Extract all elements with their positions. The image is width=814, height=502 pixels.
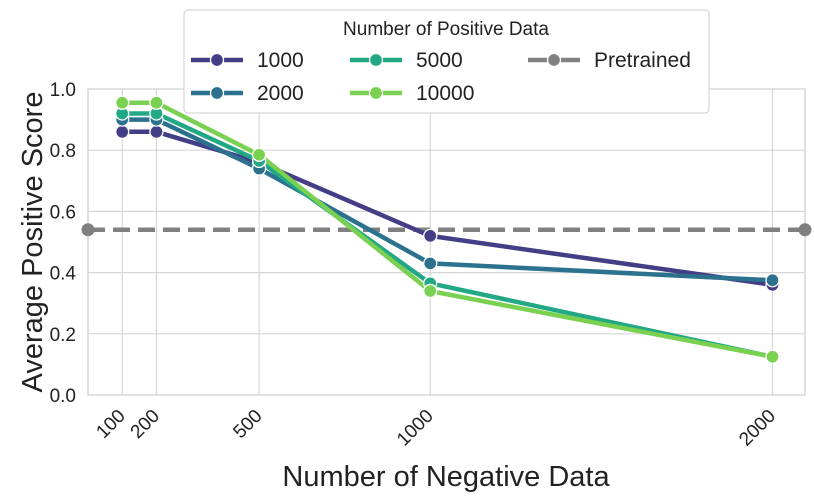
data-point-1000	[115, 124, 130, 139]
legend-swatch-marker	[368, 85, 384, 101]
legend-label: Pretrained	[594, 49, 691, 72]
legend-swatch-marker	[209, 52, 225, 68]
x-tick-label: 200	[127, 406, 164, 443]
data-point-2000	[765, 273, 780, 288]
data-point-10000	[251, 147, 267, 162]
y-tick-label: 0.6	[50, 202, 76, 223]
data-point-1000	[423, 228, 438, 244]
data-point-10000	[765, 349, 780, 364]
x-tick-label: 100	[92, 406, 129, 443]
legend-label: 2000	[257, 82, 304, 105]
plot-area	[87, 88, 806, 396]
x-tick-label: 2000	[735, 406, 780, 451]
x-tick-label: 500	[229, 406, 266, 443]
y-tick-label: 1.0	[50, 80, 76, 101]
y-axis-label: Average Positive Score	[17, 92, 49, 393]
data-point-1000	[149, 124, 164, 139]
y-axis-ticks: 0.0 0.2 0.4 0.6 0.8 1.0	[50, 80, 77, 407]
legend-entries: 1000 2000 5000 10000 Pretrained	[191, 49, 691, 105]
legend-swatch-marker	[368, 52, 384, 68]
legend-label: 5000	[416, 49, 463, 72]
legend-title: Number of Positive Data	[343, 19, 549, 40]
x-axis-label: Number of Negative Data	[282, 461, 610, 493]
y-tick-label: 0.4	[50, 264, 77, 285]
legend-label: 10000	[416, 82, 474, 105]
y-tick-label: 0.2	[50, 325, 76, 346]
legend-swatch-marker	[209, 85, 225, 101]
y-tick-label: 0.8	[50, 141, 76, 162]
pretrained-reference-line	[81, 223, 812, 237]
legend-label: 1000	[257, 49, 304, 72]
legend-box	[183, 9, 710, 114]
data-point-2000	[423, 256, 438, 271]
series-points	[115, 95, 780, 364]
data-point-10000	[149, 95, 164, 110]
legend-swatch-marker	[546, 52, 562, 68]
data-point-10000	[423, 283, 438, 299]
data-point-10000	[115, 95, 130, 110]
pretrained-marker	[81, 223, 95, 237]
x-tick-label: 1000	[393, 406, 438, 451]
legend: Number of Positive Data 1000200050001000…	[183, 9, 710, 114]
y-tick-label: 0.0	[50, 386, 76, 407]
pretrained-marker	[798, 223, 812, 237]
